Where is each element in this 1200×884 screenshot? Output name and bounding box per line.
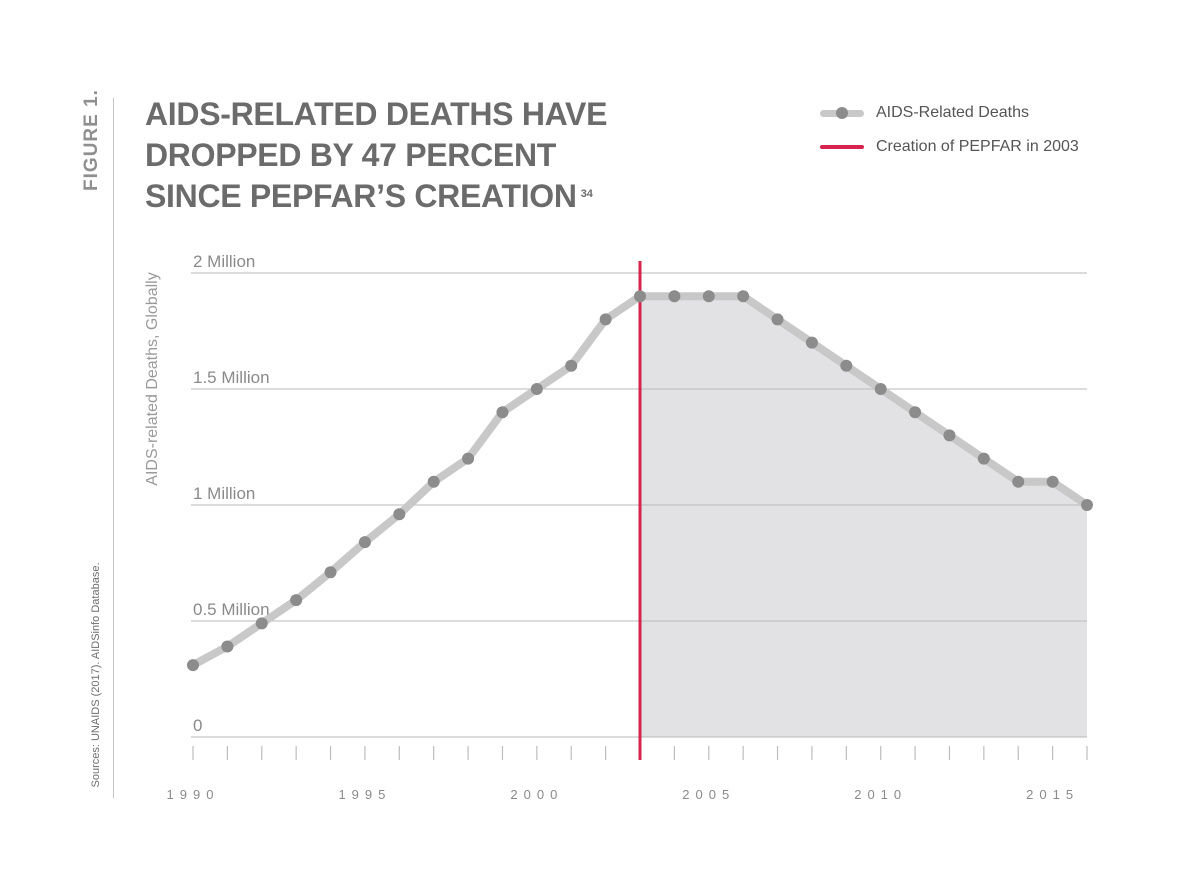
data-point-1997 <box>427 475 440 488</box>
side-divider <box>113 98 114 798</box>
data-point-1998 <box>462 452 475 465</box>
legend: AIDS-Related Deaths Creation of PEPFAR i… <box>820 96 1079 164</box>
y-tick-label-0: 0 <box>193 716 202 735</box>
data-point-1996 <box>393 508 406 521</box>
legend-label-pepfar: Creation of PEPFAR in 2003 <box>876 138 1079 155</box>
data-point-2002 <box>599 313 612 326</box>
data-point-2003 <box>634 290 646 303</box>
data-point-1995 <box>358 536 371 549</box>
data-point-2014 <box>1012 475 1025 488</box>
x-tick-label-2015: 2015 <box>1026 787 1079 802</box>
data-point-1992 <box>255 617 268 630</box>
title-line-2: DROPPED BY 47 PERCENT <box>145 137 556 173</box>
legend-item-pepfar: Creation of PEPFAR in 2003 <box>820 130 1079 164</box>
title-footnote: 34 <box>580 188 593 200</box>
y-tick-label-1: 0.5 Million <box>193 600 270 619</box>
data-point-2001 <box>565 359 578 372</box>
data-point-2011 <box>909 406 922 419</box>
title-line-3: SINCE PEPFAR’S CREATION 34 <box>145 176 665 217</box>
data-point-2000 <box>530 383 543 395</box>
data-point-1991 <box>221 640 234 653</box>
data-point-1999 <box>496 406 509 419</box>
data-point-2015 <box>1046 475 1059 488</box>
legend-label-deaths: AIDS-Related Deaths <box>876 104 1029 121</box>
shaded-area-post-pepfar <box>640 296 1087 737</box>
x-tick-label-2000: 2000 <box>510 787 563 802</box>
legend-line-swatch <box>820 106 864 120</box>
data-point-2007 <box>771 313 784 326</box>
x-tick-label-2010: 2010 <box>854 787 907 802</box>
x-tick-label-1990: 1990 <box>167 787 220 802</box>
data-point-2009 <box>840 359 853 372</box>
data-point-2010 <box>874 383 887 395</box>
data-point-1994 <box>324 566 337 579</box>
data-point-2004 <box>668 290 681 303</box>
x-tick-label-1995: 1995 <box>338 787 391 802</box>
y-tick-label-4: 2 Million <box>193 252 255 271</box>
data-point-1993 <box>290 594 303 607</box>
data-point-2013 <box>977 452 990 465</box>
title-line-1: AIDS-RELATED DEATHS HAVE <box>145 96 608 132</box>
legend-marker-swatch <box>820 140 864 154</box>
title-line-3-text: SINCE PEPFAR’S CREATION <box>145 178 577 214</box>
legend-item-deaths: AIDS-Related Deaths <box>820 96 1079 130</box>
y-tick-label-2: 1 Million <box>193 484 255 503</box>
data-point-1990 <box>187 659 199 672</box>
data-point-2016 <box>1081 499 1093 511</box>
data-point-2008 <box>805 336 818 349</box>
data-point-2012 <box>943 429 956 442</box>
x-tick-label-2005: 2005 <box>682 787 735 802</box>
data-point-2006 <box>737 290 750 303</box>
chart-title: AIDS-RELATED DEATHS HAVE DROPPED BY 47 P… <box>145 94 665 217</box>
y-tick-label-3: 1.5 Million <box>193 368 270 387</box>
data-point-2005 <box>702 290 715 303</box>
